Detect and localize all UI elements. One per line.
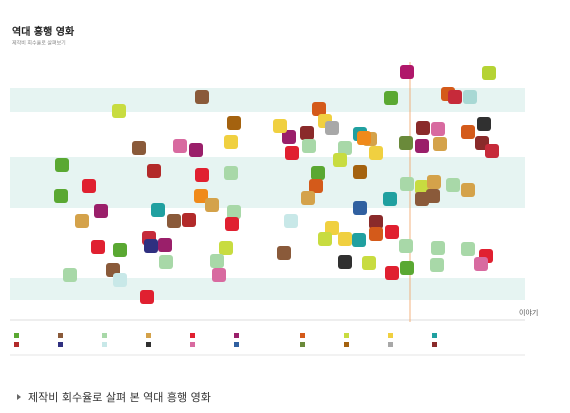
point	[415, 192, 429, 206]
point	[427, 175, 441, 189]
point	[113, 273, 127, 287]
point	[302, 139, 316, 153]
point	[400, 65, 414, 79]
point	[415, 139, 429, 153]
point	[144, 239, 158, 253]
point	[189, 143, 203, 157]
point	[132, 141, 146, 155]
point	[210, 254, 224, 268]
point	[353, 201, 367, 215]
point	[151, 203, 165, 217]
point	[140, 290, 154, 304]
point	[338, 141, 352, 155]
point	[446, 178, 460, 192]
point	[75, 214, 89, 228]
point	[277, 246, 291, 260]
point	[195, 90, 209, 104]
point	[369, 146, 383, 160]
caption: 제작비 회수율로 살펴 본 역대 흥행 영화	[28, 390, 211, 404]
chart-title: 역대 흥행 영화	[12, 25, 75, 38]
point	[158, 238, 172, 252]
point	[352, 233, 366, 247]
point	[325, 221, 339, 235]
point	[383, 192, 397, 206]
point	[338, 232, 352, 246]
point	[112, 104, 126, 118]
point	[448, 90, 462, 104]
point	[461, 183, 475, 197]
point	[194, 189, 208, 203]
point	[301, 191, 315, 205]
point	[55, 158, 69, 172]
point	[219, 241, 233, 255]
point	[477, 117, 491, 131]
point	[63, 268, 77, 282]
point	[227, 205, 241, 219]
legend-decoration	[10, 333, 525, 356]
point	[362, 256, 376, 270]
point	[461, 125, 475, 139]
point	[482, 66, 496, 80]
point	[385, 225, 399, 239]
point	[400, 261, 414, 275]
point	[318, 232, 332, 246]
point	[113, 243, 127, 257]
point	[225, 217, 239, 231]
point	[400, 177, 414, 191]
point	[224, 135, 238, 149]
point	[284, 214, 298, 228]
point	[273, 119, 287, 133]
point	[91, 240, 105, 254]
chart-subtitle: 제작비 회수율로 살펴보기	[12, 40, 66, 47]
point	[426, 189, 440, 203]
point	[431, 122, 445, 136]
point	[159, 255, 173, 269]
point	[385, 266, 399, 280]
point	[461, 242, 475, 256]
point	[463, 90, 477, 104]
point	[485, 144, 499, 158]
point	[205, 198, 219, 212]
point	[369, 227, 383, 241]
point	[173, 139, 187, 153]
point	[415, 180, 429, 194]
point	[333, 153, 347, 167]
point	[369, 215, 383, 229]
point	[282, 130, 296, 144]
point	[94, 204, 108, 218]
point	[182, 213, 196, 227]
point	[399, 239, 413, 253]
caption-arrow	[17, 394, 21, 400]
point	[353, 165, 367, 179]
point	[433, 137, 447, 151]
point	[82, 179, 96, 193]
point	[311, 166, 325, 180]
point	[195, 168, 209, 182]
point	[54, 189, 68, 203]
point	[212, 268, 226, 282]
point	[474, 257, 488, 271]
band	[10, 88, 525, 112]
point	[167, 214, 181, 228]
point	[416, 121, 430, 135]
point	[312, 102, 326, 116]
point	[384, 91, 398, 105]
brand: 이야기	[519, 308, 538, 317]
point	[224, 166, 238, 180]
point	[325, 121, 339, 135]
band	[10, 278, 525, 300]
point	[430, 258, 444, 272]
point	[399, 136, 413, 150]
point	[357, 131, 371, 145]
point	[227, 116, 241, 130]
point	[285, 146, 299, 160]
point	[338, 255, 352, 269]
point	[147, 164, 161, 178]
point	[300, 126, 314, 140]
point	[309, 179, 323, 193]
point	[431, 241, 445, 255]
